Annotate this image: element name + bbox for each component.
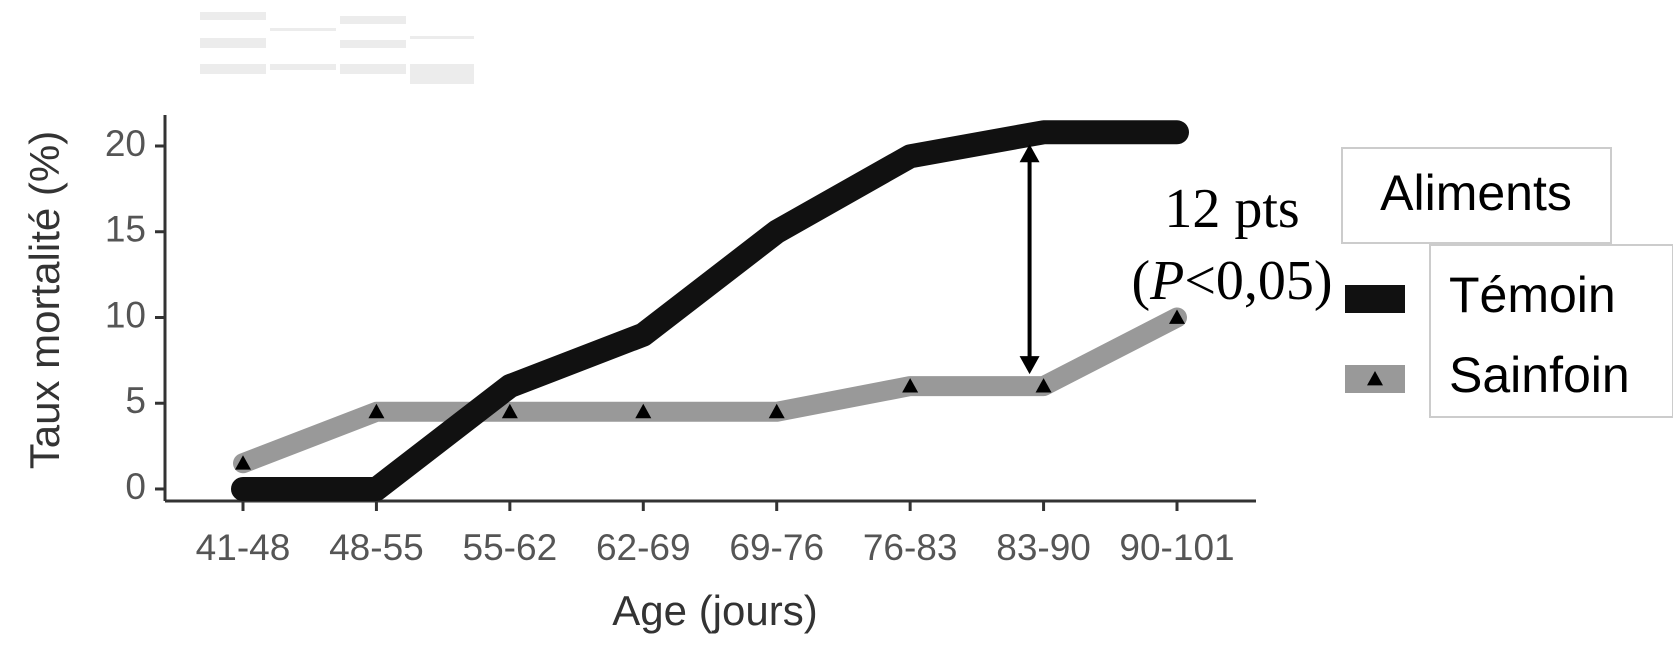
x-tick-label: 83-90 (996, 527, 1091, 568)
series-line (243, 132, 1177, 489)
page: Taux mortalité (%) Age (jours) 12 pts (P… (0, 0, 1673, 646)
y-tick-label: 5 (125, 380, 146, 421)
x-tick-label: 62-69 (596, 527, 691, 568)
chart: Taux mortalité (%) Age (jours) 12 pts (P… (0, 0, 1673, 646)
legend-title: Aliments (1380, 165, 1572, 221)
annotation: (P<0,05) (1131, 250, 1332, 312)
annotation-part: <0,05) (1184, 250, 1332, 312)
legend: Témoin Sainfoin (1345, 267, 1630, 403)
y-tick-label: 10 (105, 294, 146, 335)
y-tick-label: 20 (105, 123, 146, 164)
y-tick-label: 0 (125, 466, 146, 507)
faded-header (200, 12, 474, 84)
x-tick-label: 69-76 (729, 527, 824, 568)
annotation-part: ( (1131, 250, 1150, 312)
y-axis-title: Taux mortalité (%) (21, 131, 68, 469)
x-tick-label: 76-83 (863, 527, 958, 568)
legend-label: Sainfoin (1449, 347, 1630, 403)
x-axis-title: Age (jours) (612, 587, 817, 634)
y-tick-label: 15 (105, 209, 146, 250)
x-tick-label: 41-48 (196, 527, 291, 568)
arrow-head (1020, 356, 1040, 374)
legend-swatch (1345, 285, 1405, 313)
annotation: 12 pts (1164, 178, 1299, 240)
x-tick-label: 48-55 (329, 527, 424, 568)
annotation-part: P (1149, 250, 1184, 312)
legend-label: Témoin (1449, 267, 1616, 323)
x-tick-label: 90-101 (1119, 527, 1234, 568)
x-tick-label: 55-62 (463, 527, 558, 568)
